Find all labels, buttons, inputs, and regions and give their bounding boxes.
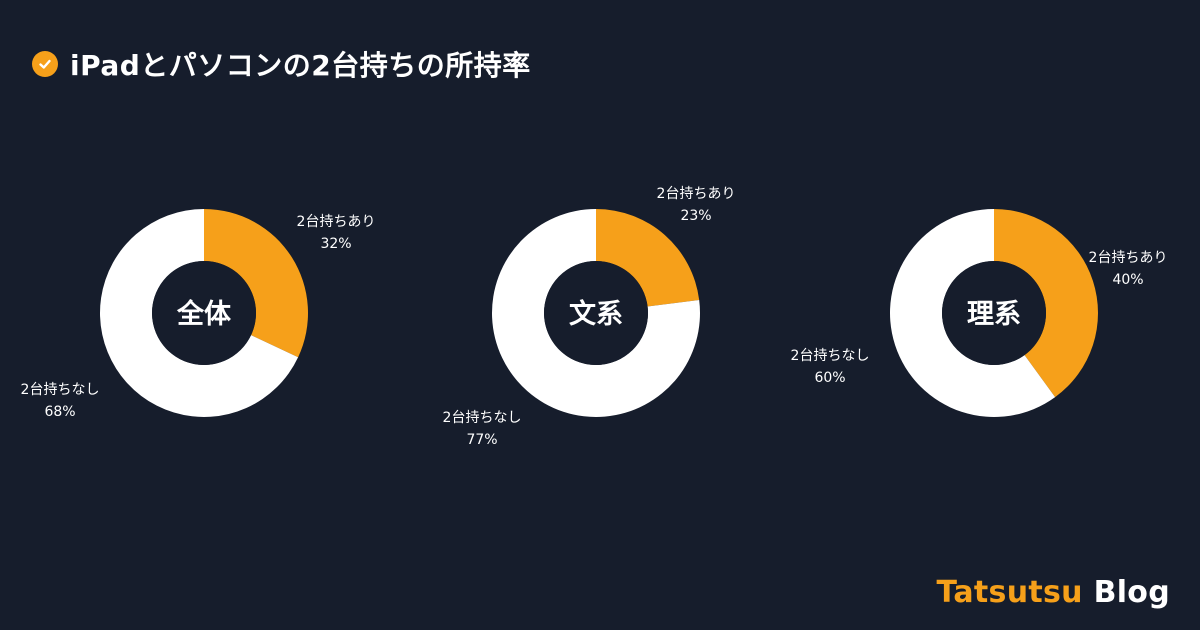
brand-name-part1: Tatsutsu <box>936 575 1083 610</box>
slice-value-label: 77% <box>466 432 497 448</box>
slice-label: 2台持ちあり <box>657 186 736 202</box>
donut-slice-yes <box>596 209 700 307</box>
donut-center-label: 文系 <box>569 298 623 330</box>
slice-label: 2台持ちなし <box>443 410 522 426</box>
page-title: iPadとパソコンの2台持ちの所持率 <box>70 49 531 82</box>
donut-center-label: 全体 <box>176 298 232 330</box>
brand-name-part2: Blog <box>1093 575 1170 610</box>
donut-hole <box>544 261 648 365</box>
donut-slice-no <box>890 209 1056 417</box>
donut-slice-yes <box>994 209 1098 398</box>
slice-label: 2台持ちなし <box>791 348 870 364</box>
slice-label: 2台持ちなし <box>21 382 100 398</box>
donut-center-label: 理系 <box>967 299 1021 330</box>
slice-value-label: 60% <box>814 370 845 386</box>
slice-label: 2台持ちあり <box>1089 250 1168 266</box>
donut-hole <box>152 261 256 365</box>
donut-slice-no <box>100 209 299 417</box>
slice-value-label: 23% <box>680 208 711 224</box>
slice-value-label: 68% <box>44 404 75 420</box>
slice-value-label: 40% <box>1112 272 1143 288</box>
check-circle-icon <box>32 51 58 77</box>
donut-slice-yes <box>204 209 308 358</box>
checkmark-icon <box>39 59 51 69</box>
slice-value-label: 32% <box>320 236 351 252</box>
brand-logo: Tatsutsu Blog <box>936 575 1170 610</box>
page-header: iPadとパソコンの2台持ちの所持率 <box>32 44 531 84</box>
slice-label: 2台持ちあり <box>297 214 376 230</box>
donut-hole <box>942 261 1046 365</box>
donut-slice-no <box>492 209 700 417</box>
